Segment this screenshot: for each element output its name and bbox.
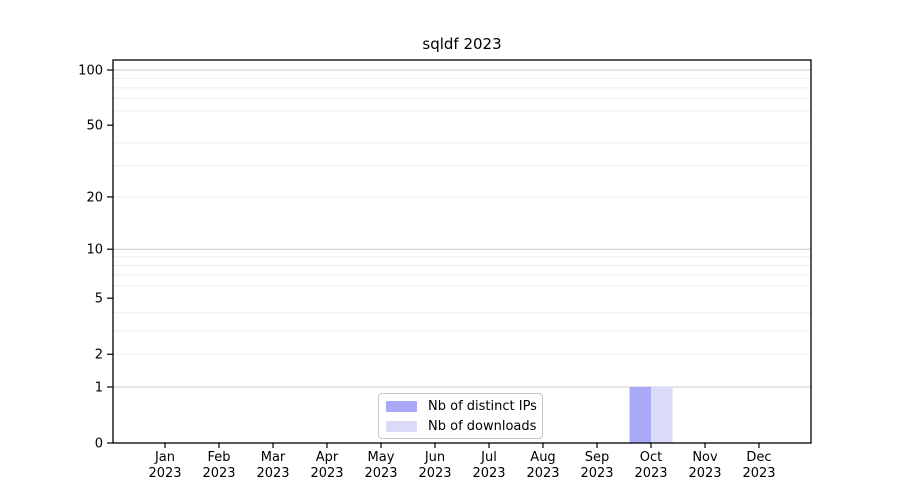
y-tick-label: 100: [78, 63, 103, 78]
x-tick-label-year: 2023: [202, 466, 235, 481]
x-tick-label-month: Sep: [585, 450, 610, 465]
x-tick-label-month: Mar: [261, 450, 286, 465]
legend-entry-distinct-ips: Nb of distinct IPs: [386, 399, 542, 414]
x-tick-label-month: May: [368, 450, 395, 465]
x-tick-label-year: 2023: [526, 466, 559, 481]
x-tick-label-year: 2023: [472, 466, 505, 481]
x-tick-label-year: 2023: [634, 466, 667, 481]
y-tick-label: 50: [86, 119, 103, 134]
y-tick-label: 2: [95, 348, 103, 363]
bar-nb-of-distinct-ips: [629, 386, 651, 443]
legend-label-distinct-ips: Nb of distinct IPs: [428, 398, 537, 414]
legend: Nb of distinct IPs Nb of downloads: [378, 393, 543, 439]
y-tick-label: 0: [95, 436, 103, 451]
x-tick-label-month: Dec: [746, 450, 771, 465]
x-tick-label-month: Aug: [530, 450, 555, 465]
y-tick-label: 1: [95, 380, 103, 395]
x-tick-label-year: 2023: [742, 466, 775, 481]
x-tick-label-month: Feb: [207, 450, 230, 465]
y-tick-label: 10: [86, 243, 103, 258]
x-tick-label-year: 2023: [364, 466, 397, 481]
x-tick-label-year: 2023: [418, 466, 451, 481]
x-tick-label-year: 2023: [688, 466, 721, 481]
y-tick-label: 20: [86, 190, 103, 205]
x-tick-label-year: 2023: [310, 466, 343, 481]
x-tick-label-month: Nov: [692, 450, 718, 465]
legend-label-downloads: Nb of downloads: [428, 418, 537, 434]
x-tick-label-month: Jun: [424, 450, 445, 465]
bar-nb-of-downloads: [651, 386, 673, 443]
chart-title: sqldf 2023: [422, 35, 502, 53]
x-tick-label-year: 2023: [580, 466, 613, 481]
x-tick-label-year: 2023: [256, 466, 289, 481]
x-tick-label-month: Oct: [640, 450, 662, 465]
plot-border: [112, 59, 812, 444]
x-tick-label-month: Jul: [480, 450, 497, 465]
x-tick-label-month: Jan: [154, 450, 175, 465]
legend-swatch-distinct-ips: [386, 400, 417, 412]
legend-swatch-downloads: [386, 420, 417, 432]
x-tick-label-year: 2023: [148, 466, 181, 481]
legend-entry-downloads: Nb of downloads: [386, 419, 542, 434]
x-tick-label-month: Apr: [316, 450, 339, 465]
y-tick-label: 5: [95, 292, 103, 307]
